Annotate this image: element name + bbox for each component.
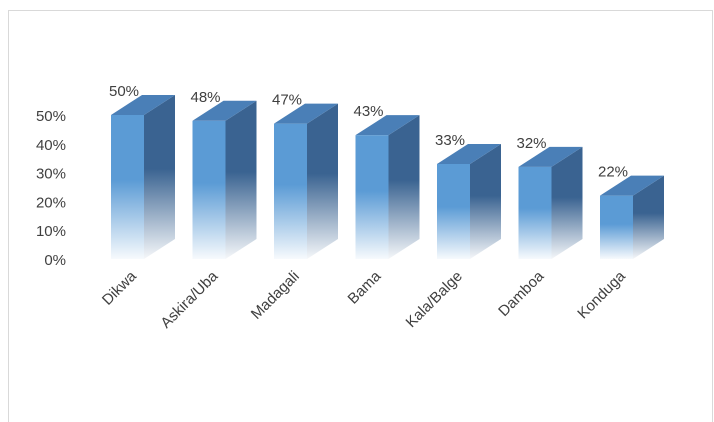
bar-0 xyxy=(111,95,175,259)
y-tick-label: 50% xyxy=(36,108,66,125)
category-label: Kala/Balge xyxy=(402,268,465,331)
y-tick-label: 40% xyxy=(36,137,66,154)
bar-front xyxy=(518,166,552,259)
category-label: Dikwa xyxy=(99,267,140,308)
category-label: Damboa xyxy=(495,267,548,320)
bar-top xyxy=(355,115,420,136)
data-label: 32% xyxy=(516,135,546,152)
bar-1 xyxy=(192,100,257,259)
bar-top xyxy=(600,175,664,196)
category-label: Bama xyxy=(345,267,385,307)
y-axis: 0% 10% 20% 30% 40% 50% xyxy=(36,108,66,269)
bar-front xyxy=(600,195,633,259)
data-label: 50% xyxy=(109,83,139,100)
bar-top xyxy=(518,146,583,167)
bar-side xyxy=(388,115,420,259)
bar-side xyxy=(551,146,583,259)
data-label: 47% xyxy=(272,92,302,109)
category-label: Konduga xyxy=(574,267,629,322)
bar-top xyxy=(192,100,257,121)
data-label: 33% xyxy=(435,132,465,149)
bar-side xyxy=(633,175,664,259)
bar-4 xyxy=(437,143,501,259)
y-tick-label: 0% xyxy=(44,252,66,269)
data-label: 48% xyxy=(190,89,220,106)
x-axis: Dikwa Askira/Uba Madagali Bama Kala/Balge Dam… xyxy=(99,267,629,331)
y-tick-label: 10% xyxy=(36,223,66,240)
y-tick-label: 30% xyxy=(36,166,66,183)
data-labels: 50% 48% 47% 43% 33% 32% 22% xyxy=(109,83,628,181)
bar-front xyxy=(192,120,226,259)
bar-front xyxy=(111,115,144,259)
bar-front xyxy=(355,135,389,259)
category-label: Madagali xyxy=(248,268,303,323)
y-tick-label: 20% xyxy=(36,194,66,211)
bar-6 xyxy=(600,175,664,259)
bar-side xyxy=(144,95,175,259)
data-label: 22% xyxy=(598,164,628,181)
bar-front xyxy=(274,123,307,259)
bar-top xyxy=(111,95,175,115)
category-label: Askira/Uba xyxy=(157,267,221,331)
bar-side xyxy=(470,143,501,259)
bar-side xyxy=(225,100,257,259)
bar-side xyxy=(307,103,338,259)
bar-top xyxy=(437,143,501,164)
bar-top xyxy=(274,103,338,124)
bars xyxy=(111,95,664,259)
bar-2 xyxy=(274,103,338,259)
bar-5 xyxy=(518,146,583,259)
bar-front xyxy=(437,163,470,259)
data-label: 43% xyxy=(353,103,383,120)
bar-3 xyxy=(355,115,420,259)
